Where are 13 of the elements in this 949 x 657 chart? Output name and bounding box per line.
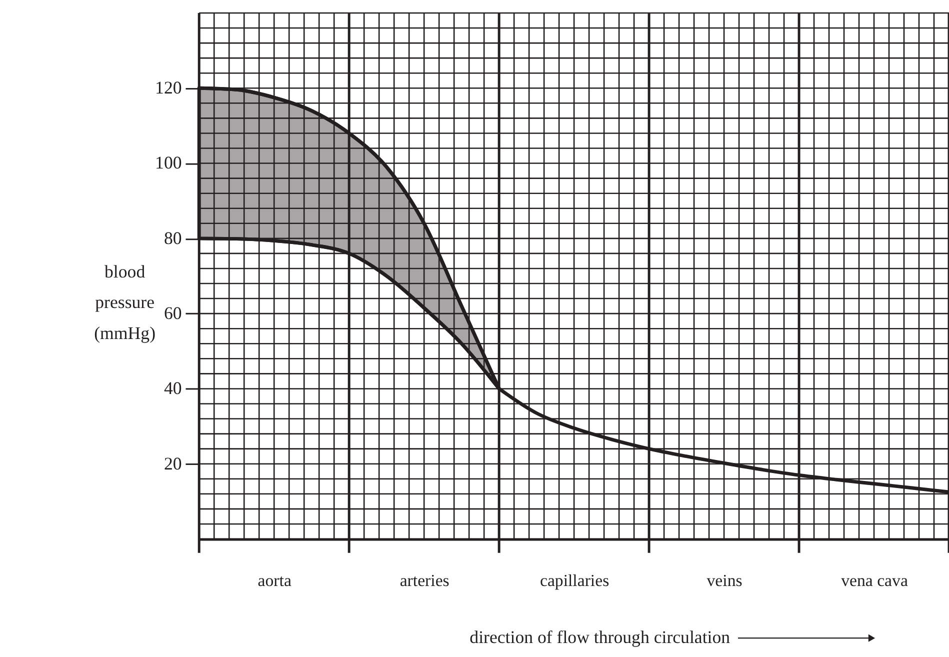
x-tick-label: arteries <box>400 571 450 590</box>
x-tick-label: vena cava <box>841 571 908 590</box>
x-tick-label: veins <box>706 571 742 590</box>
y-axis-title: blood pressure (mmHg) <box>94 261 156 343</box>
y-tick-label: 60 <box>164 303 182 324</box>
x-tick-label: capillaries <box>540 571 610 590</box>
y-tick-label: 120 <box>155 78 182 98</box>
y-tick-label: 40 <box>164 378 182 398</box>
y-tick-label: 80 <box>164 228 182 248</box>
x-axis-title: direction of flow through circulation <box>470 627 730 648</box>
x-tick-label: aorta <box>258 571 292 590</box>
y-tick-label: 100 <box>155 152 182 173</box>
y-tick-label: 20 <box>164 453 182 474</box>
